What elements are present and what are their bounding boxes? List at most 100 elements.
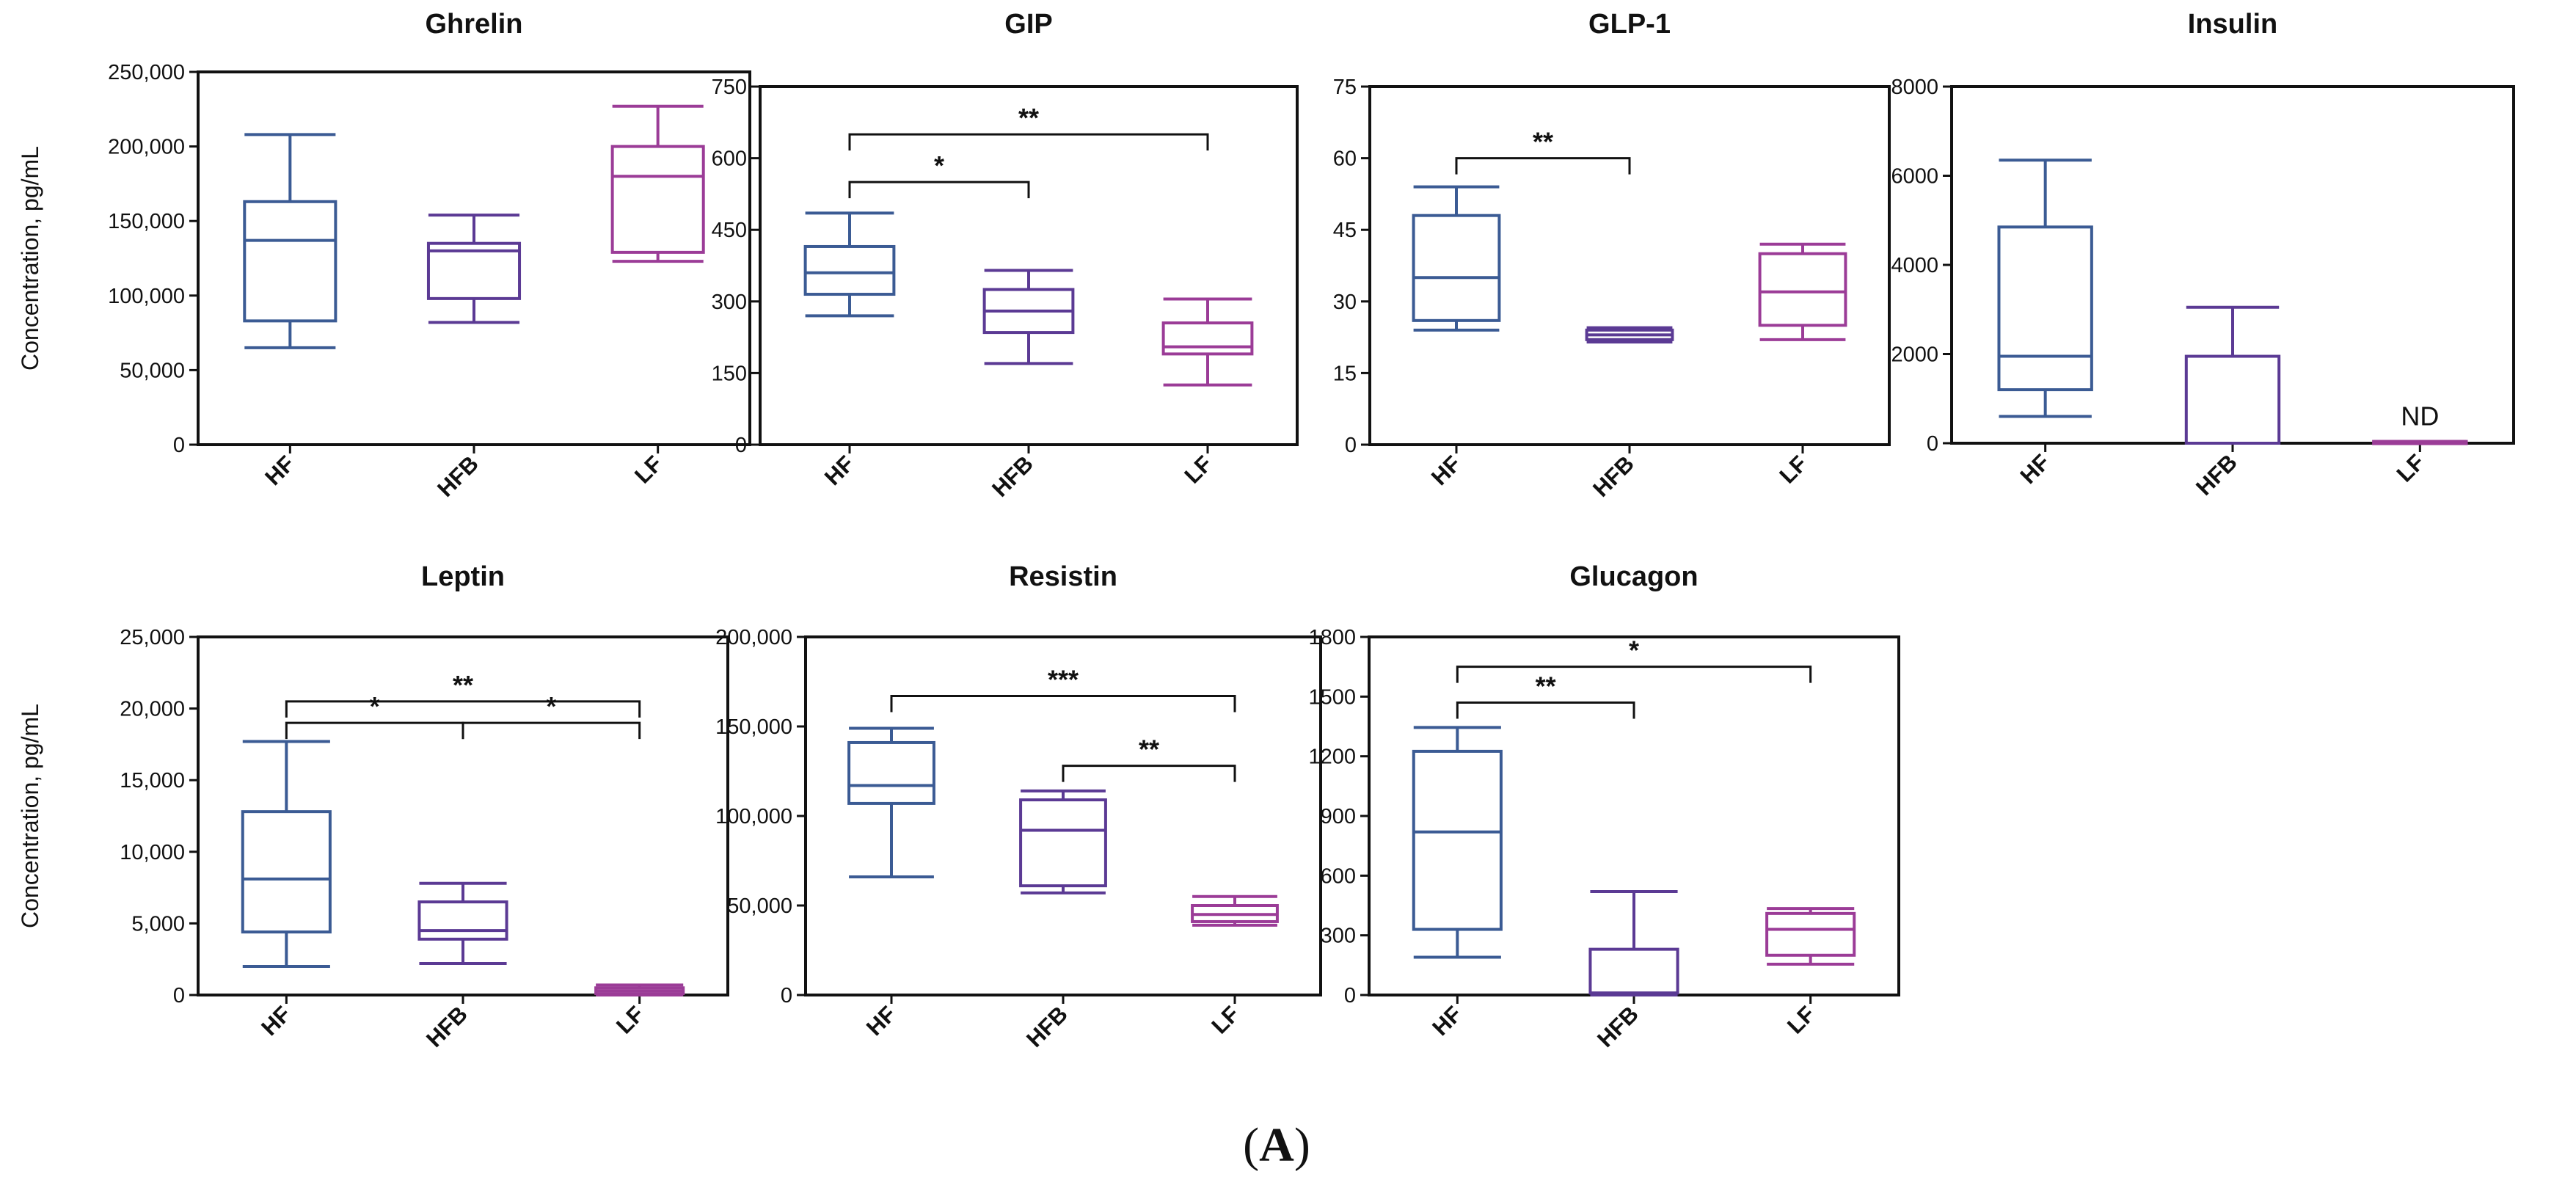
significance-label: **: [453, 670, 473, 700]
y-tick-label: 1500: [1308, 685, 1356, 709]
y-tick-label: 600: [1321, 864, 1356, 888]
significance-label: **: [1139, 735, 1159, 765]
y-tick-label: 300: [712, 291, 747, 314]
y-tick-label: 0: [173, 984, 185, 1007]
box-hf: [803, 211, 896, 318]
y-tick-label: 250,000: [108, 61, 185, 84]
significance-bracket: **: [848, 103, 1209, 151]
y-tick-label: 2000: [1891, 343, 1938, 367]
iqr-box: [1412, 214, 1501, 322]
y-tick-label: 4000: [1891, 254, 1938, 277]
y-tick-label: 1800: [1308, 626, 1356, 649]
box-lf: [2372, 440, 2468, 445]
box-lf: [1191, 894, 1279, 927]
y-tick-label: 20,000: [120, 698, 185, 721]
box-hf: [1412, 726, 1503, 959]
box-hf: [243, 133, 337, 349]
figure-label: (A): [1243, 1118, 1310, 1172]
y-tick-label: 50,000: [727, 894, 792, 918]
y-tick-label: 450: [712, 219, 747, 242]
y-tick-label: 100,000: [715, 805, 792, 828]
y-tick-label: 100,000: [108, 285, 185, 308]
box-hfb: [426, 214, 522, 324]
iqr-box: [417, 900, 508, 941]
panel-title: Glucagon: [1569, 561, 1698, 592]
iqr-box: [1161, 321, 1254, 356]
box-hf: [1412, 185, 1501, 332]
box-hf: [1997, 158, 2093, 418]
box-lf: [1758, 242, 1847, 341]
significance-bracket: **: [285, 670, 641, 718]
significance-bracket: **: [1455, 127, 1631, 175]
box-hf: [847, 726, 935, 878]
significance-bracket: **: [1456, 671, 1635, 719]
y-tick-label: 300: [1321, 925, 1356, 948]
y-tick-label: 8000: [1891, 76, 1938, 99]
significance-label: **: [1018, 103, 1039, 133]
iqr-box: [1412, 749, 1503, 931]
y-tick-label: 0: [735, 434, 747, 457]
y-tick-label: 30: [1333, 291, 1357, 314]
box-lf: [610, 104, 705, 263]
significance-bracket: *: [848, 150, 1030, 199]
iqr-box: [241, 810, 332, 934]
iqr-box: [803, 244, 896, 296]
y-tick-label: 15,000: [120, 769, 185, 792]
y-axis-label: Concentration, pg/mL: [17, 146, 43, 371]
box-hfb: [2184, 305, 2281, 445]
y-tick-label: 0: [781, 984, 792, 1007]
annotation-nd: ND: [2401, 401, 2439, 431]
box-hfb: [1019, 789, 1107, 894]
panel-title: Insulin: [2188, 9, 2277, 40]
iqr-box: [610, 145, 705, 254]
bracket-line: [848, 133, 1209, 151]
panel-title: Ghrelin: [425, 9, 522, 40]
y-tick-label: 150,000: [715, 715, 792, 739]
y-tick-label: 75: [1333, 76, 1357, 99]
box-hfb: [1588, 890, 1679, 996]
y-tick-label: 750: [712, 76, 747, 99]
box-lf: [1161, 297, 1254, 387]
significance-label: *: [370, 691, 380, 721]
bracket-line: [285, 700, 641, 718]
bracket-line: [461, 721, 641, 740]
significance-bracket: *: [461, 691, 641, 740]
y-tick-label: 0: [1927, 432, 1938, 456]
box-hfb: [417, 881, 508, 966]
significance-bracket: **: [1062, 735, 1236, 782]
y-tick-label: 50,000: [120, 359, 185, 382]
bracket-line: [1456, 701, 1635, 719]
y-axis-label: Concentration, pg/mL: [17, 704, 43, 928]
iqr-box: [1588, 947, 1679, 995]
box-hfb: [1585, 326, 1674, 344]
y-tick-label: 45: [1333, 219, 1357, 242]
y-tick-label: 600: [712, 147, 747, 171]
box-lf: [594, 983, 685, 996]
iqr-box: [2184, 354, 2281, 445]
significance-label: *: [1629, 635, 1639, 666]
y-tick-label: 150: [712, 362, 747, 385]
significance-label: **: [1536, 671, 1556, 701]
y-tick-label: 60: [1333, 147, 1357, 171]
y-tick-label: 25,000: [120, 626, 185, 649]
y-tick-label: 6000: [1891, 165, 1938, 189]
y-tick-label: 15: [1333, 362, 1357, 385]
y-tick-label: 10,000: [120, 841, 185, 864]
y-tick-label: 1200: [1308, 746, 1356, 769]
y-tick-label: 5,000: [131, 912, 185, 936]
iqr-box: [1758, 252, 1847, 327]
significance-label: *: [546, 691, 556, 721]
panel-title: Leptin: [421, 561, 505, 592]
significance-label: ***: [1048, 665, 1079, 695]
bracket-line: [1062, 765, 1236, 782]
iqr-box: [1765, 911, 1856, 957]
significance-bracket: ***: [890, 665, 1236, 713]
box-hfb: [982, 269, 1075, 365]
bracket-line: [1455, 157, 1631, 175]
y-tick-label: 0: [1345, 434, 1357, 457]
